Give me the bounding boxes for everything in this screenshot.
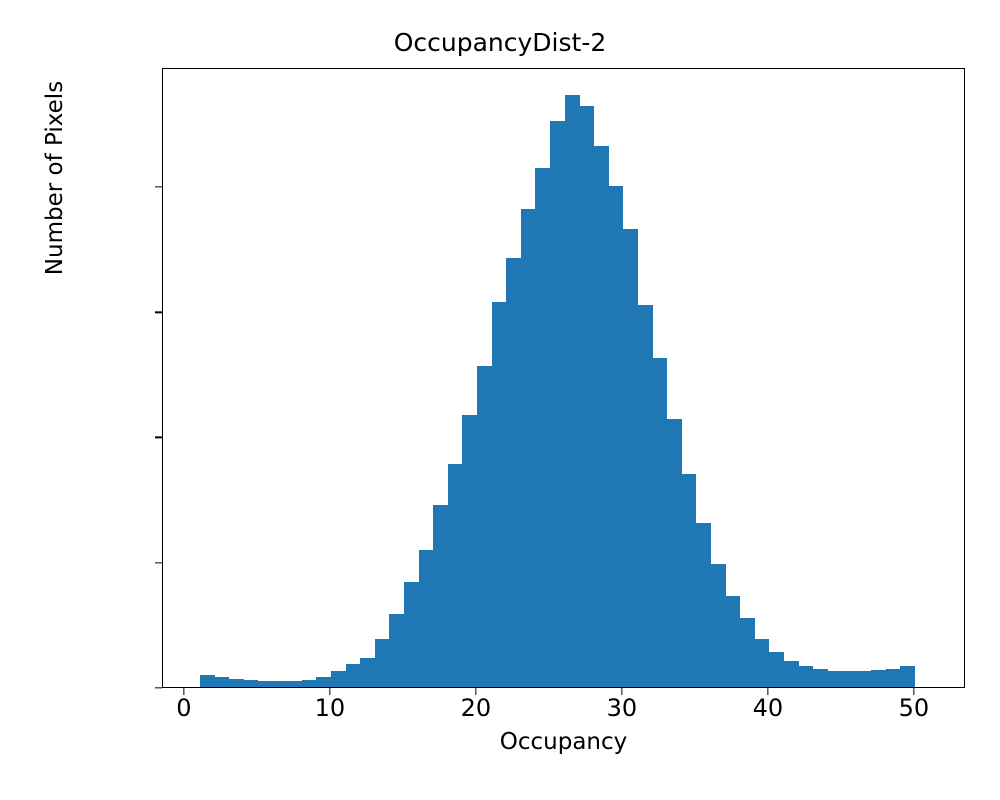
histogram-bar [681, 474, 697, 687]
y-tick-mark [155, 436, 162, 439]
histogram-bar [403, 581, 420, 687]
histogram-bar [491, 302, 507, 687]
y-axis-label: Number of Pixels [42, 80, 68, 276]
histogram-bar [798, 666, 814, 687]
histogram-bar [228, 678, 244, 687]
histogram-bar [579, 105, 595, 687]
x-tick-label: 30 [606, 694, 638, 722]
histogram-bars [163, 69, 964, 687]
x-tick-mark [475, 688, 477, 695]
histogram-bar [433, 505, 449, 687]
histogram-bar [812, 669, 828, 687]
histogram-bar [856, 671, 872, 687]
histogram-bar [652, 358, 668, 687]
histogram-bar [783, 660, 799, 687]
x-tick-label: 40 [752, 694, 784, 722]
x-tick-mark [183, 688, 185, 695]
histogram-bar [827, 670, 843, 687]
histogram-bar [301, 680, 317, 687]
x-tick-mark [621, 688, 623, 695]
y-tick-mark [155, 687, 162, 689]
x-tick-label: 10 [314, 694, 346, 722]
histogram-bar [666, 418, 682, 687]
histogram-bar [418, 550, 434, 687]
histogram-bar [272, 681, 288, 687]
histogram-bar [287, 680, 303, 687]
histogram-bar [462, 415, 478, 687]
chart-title: OccupancyDist-2 [393, 28, 607, 57]
histogram-bar [871, 670, 887, 687]
histogram-bar [506, 258, 522, 687]
histogram-bar [374, 639, 390, 687]
histogram-bar [739, 618, 755, 687]
x-tick-mark [913, 688, 915, 695]
histogram-bar [593, 145, 609, 687]
histogram-bar [520, 209, 536, 687]
histogram-bar [316, 677, 332, 687]
histogram-bar [900, 666, 916, 687]
x-axis-label: Occupancy [499, 729, 628, 755]
histogram-bar [622, 228, 639, 687]
histogram-bar [841, 671, 858, 687]
y-tick-mark [155, 311, 162, 313]
histogram-bar [564, 94, 580, 687]
histogram-bar [257, 681, 274, 687]
histogram-bar [695, 522, 712, 687]
histogram-bar [360, 658, 376, 687]
x-tick-label: 20 [460, 694, 492, 722]
histogram-bar [885, 668, 901, 687]
histogram-bar [389, 614, 405, 687]
histogram-bar [345, 664, 361, 687]
histogram-bar [447, 464, 463, 687]
histogram-bar [535, 167, 551, 687]
histogram-bar [243, 680, 259, 687]
x-tick-label: 0 [176, 694, 192, 722]
x-tick-mark [767, 688, 769, 695]
histogram-bar [199, 675, 215, 687]
histogram-bar [549, 120, 566, 687]
histogram-bar [710, 564, 726, 687]
histogram-bar [214, 677, 230, 687]
histogram-bar [637, 304, 653, 687]
histogram-bar [476, 365, 493, 687]
plot-axes [162, 68, 965, 688]
x-tick-label: 50 [898, 694, 930, 722]
x-tick-mark [329, 688, 331, 695]
y-tick-mark [155, 562, 162, 564]
histogram-bar [330, 670, 347, 687]
histogram-bar [608, 186, 624, 687]
y-tick-mark [155, 186, 162, 188]
histogram-bar [725, 596, 741, 687]
histogram-bar [754, 639, 770, 687]
histogram-bar [768, 651, 785, 687]
